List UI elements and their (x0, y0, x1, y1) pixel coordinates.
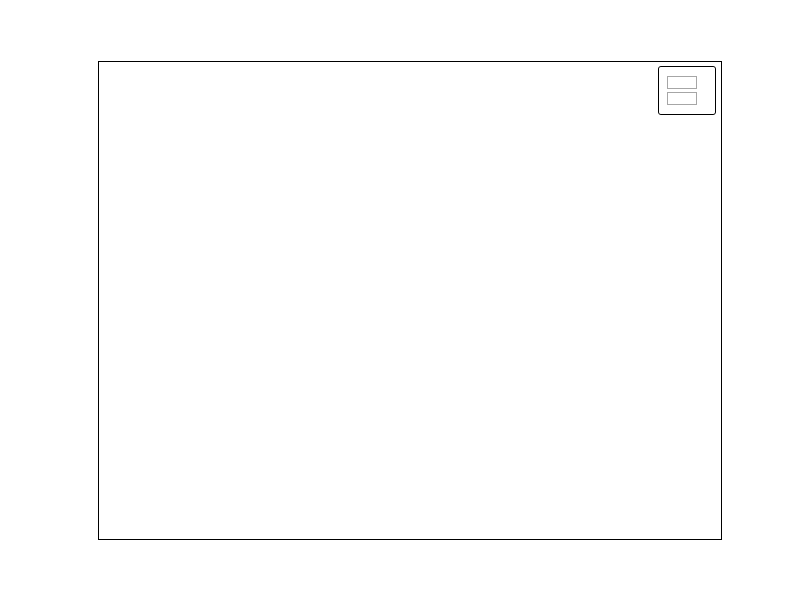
y-axis-label (34, 231, 54, 371)
legend (657, 65, 716, 115)
plot-area (97, 60, 722, 540)
tp-swatch (666, 75, 697, 89)
legend-item-tp (666, 75, 706, 89)
fp-swatch (666, 91, 697, 105)
legend-item-fp (666, 91, 706, 105)
